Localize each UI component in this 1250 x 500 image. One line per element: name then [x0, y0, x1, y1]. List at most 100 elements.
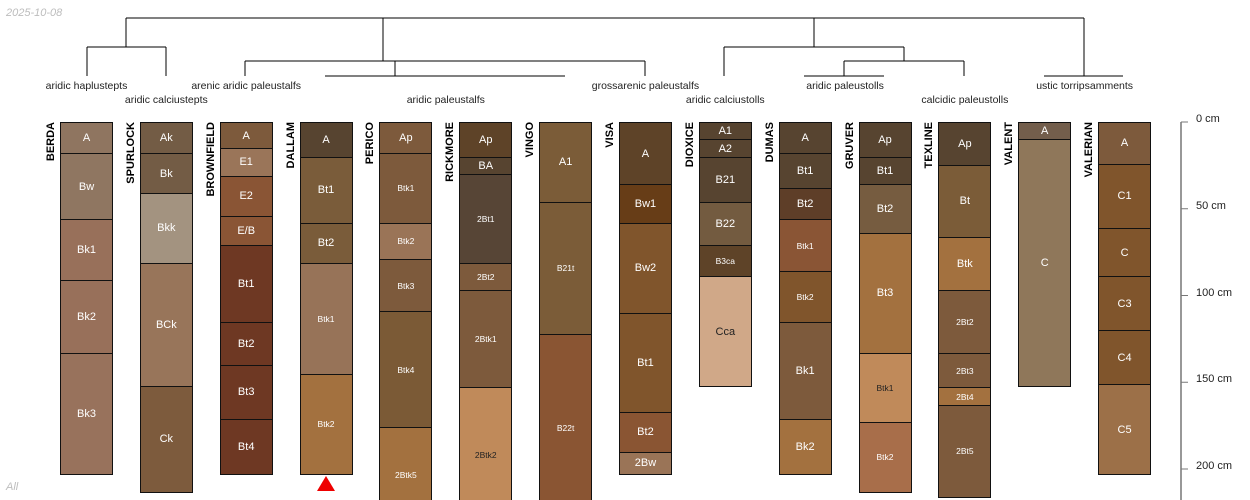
depth-tick-label: 100 cm: [1196, 286, 1233, 299]
horizon: Btk1: [858, 352, 912, 424]
taxon-label: arenic aridic paleustalfs: [191, 80, 302, 92]
horizon: Ap: [938, 122, 992, 167]
horizon: Btk2: [299, 373, 353, 476]
horizon: Bkk: [139, 193, 193, 264]
horizon: Btk: [938, 236, 992, 292]
depth-tick-label: 200 cm: [1196, 460, 1233, 472]
horizon: C4: [1098, 330, 1152, 385]
horizon: Btk2: [778, 271, 832, 323]
horizon: Bt1: [219, 245, 273, 323]
horizon: Bk1: [778, 321, 832, 420]
horizon: C5: [1098, 383, 1152, 476]
profile-name: SPURLOCK: [124, 122, 137, 184]
horizon: Cca: [698, 276, 752, 387]
horizon: A: [219, 122, 273, 150]
horizon: Bw1: [618, 184, 672, 224]
taxon-label: ustic torripsamments: [1036, 80, 1134, 92]
horizon: B3ca: [698, 245, 752, 278]
horizon: A1: [698, 122, 752, 141]
taxon-label: aridic paleustalfs: [406, 94, 485, 106]
profile-name: PERICO: [364, 122, 377, 165]
horizon: Btk1: [299, 262, 353, 375]
horizon: E1: [219, 148, 273, 177]
horizon: B21t: [539, 201, 593, 335]
horizon: A: [1018, 122, 1072, 141]
horizon: Bt3: [858, 233, 912, 354]
taxon-label: aridic paleustolls: [806, 80, 884, 92]
profile-name: BERDA: [45, 122, 57, 162]
horizon: A: [60, 122, 113, 155]
horizon: C: [1098, 227, 1152, 278]
horizon: Bt3: [219, 364, 273, 420]
horizon: Btk1: [379, 153, 433, 224]
horizon: A2: [698, 139, 752, 158]
horizon: Btk2: [379, 222, 433, 261]
profile-name: BROWNFIELD: [204, 122, 217, 197]
horizon: A: [618, 122, 672, 186]
horizon: Bt1: [778, 153, 832, 189]
horizon: Bt2: [219, 321, 273, 366]
horizon: C: [1018, 139, 1072, 387]
horizon: Btk3: [379, 259, 433, 313]
horizon: 2Bt4: [938, 387, 992, 406]
horizon: Bk3: [60, 352, 113, 476]
horizon: Btk1: [778, 219, 832, 273]
horizon: Bt2: [618, 411, 672, 453]
horizon: Bk2: [60, 279, 113, 354]
profile-name: DIOXICE: [683, 122, 696, 168]
horizon: Bk1: [60, 219, 113, 281]
horizon: Bt1: [858, 156, 912, 186]
horizon: 2Btk1: [459, 290, 513, 389]
horizon: 2Btk5: [379, 427, 433, 500]
horizon: Ck: [139, 385, 193, 493]
horizon: Btk2: [858, 422, 912, 493]
taxon-label: grossarenic paleustalfs: [591, 80, 700, 92]
horizon: Bt1: [299, 156, 353, 224]
horizon: E2: [219, 175, 273, 217]
taxon-label: aridic calciustepts: [124, 94, 208, 106]
profile-name: VALERIAN: [1083, 122, 1096, 178]
profile-name: TEXLINE: [923, 122, 936, 169]
horizon: 2Bt1: [459, 174, 513, 264]
profile-name: GRUVER: [843, 122, 856, 170]
horizon: Bt1: [618, 312, 672, 413]
horizon: Bk2: [778, 418, 832, 476]
horizon: Bk: [139, 153, 193, 195]
horizon: 2Btk2: [459, 387, 513, 500]
horizon: A: [299, 122, 353, 158]
horizon: A: [1098, 122, 1152, 165]
profile-name: DALLAM: [284, 122, 297, 169]
profile-name: RICKMORE: [444, 122, 457, 182]
horizon: C1: [1098, 163, 1152, 229]
truncation-marker-icon: [317, 476, 335, 491]
horizon: Bt2: [858, 184, 912, 235]
horizon: A: [778, 122, 832, 155]
horizon: 2Bt5: [938, 404, 992, 498]
horizon: E/B: [219, 215, 273, 247]
taxon-label: aridic calciustolls: [685, 94, 765, 106]
horizon: BA: [459, 156, 513, 176]
group-label: All: [6, 481, 19, 493]
profile-name: VINGO: [524, 122, 537, 158]
horizon: BCk: [139, 262, 193, 387]
profile-name: VISA: [603, 122, 616, 148]
depth-tick-label: 50 cm: [1196, 199, 1226, 212]
horizon: Bw: [60, 153, 113, 221]
horizon: Btk4: [379, 311, 433, 429]
horizon: Bt2: [778, 187, 832, 221]
horizon: Ap: [379, 122, 433, 155]
horizon: Ap: [858, 122, 912, 158]
horizon: 2Bt2: [459, 262, 513, 292]
horizon: Bt4: [219, 418, 273, 476]
horizon: Bt2: [299, 222, 353, 264]
dendrogram: [86, 17, 1123, 77]
horizon: B22t: [539, 333, 593, 500]
taxon-label: aridic haplustepts: [45, 80, 128, 92]
horizon: Ak: [139, 122, 193, 155]
horizon: B22: [698, 201, 752, 247]
taxon-label: calcidic paleustolls: [921, 94, 1009, 106]
horizon: A1: [539, 122, 593, 203]
profile-name: DUMAS: [763, 122, 776, 163]
date-stamp: 2025-10-08: [6, 7, 63, 19]
